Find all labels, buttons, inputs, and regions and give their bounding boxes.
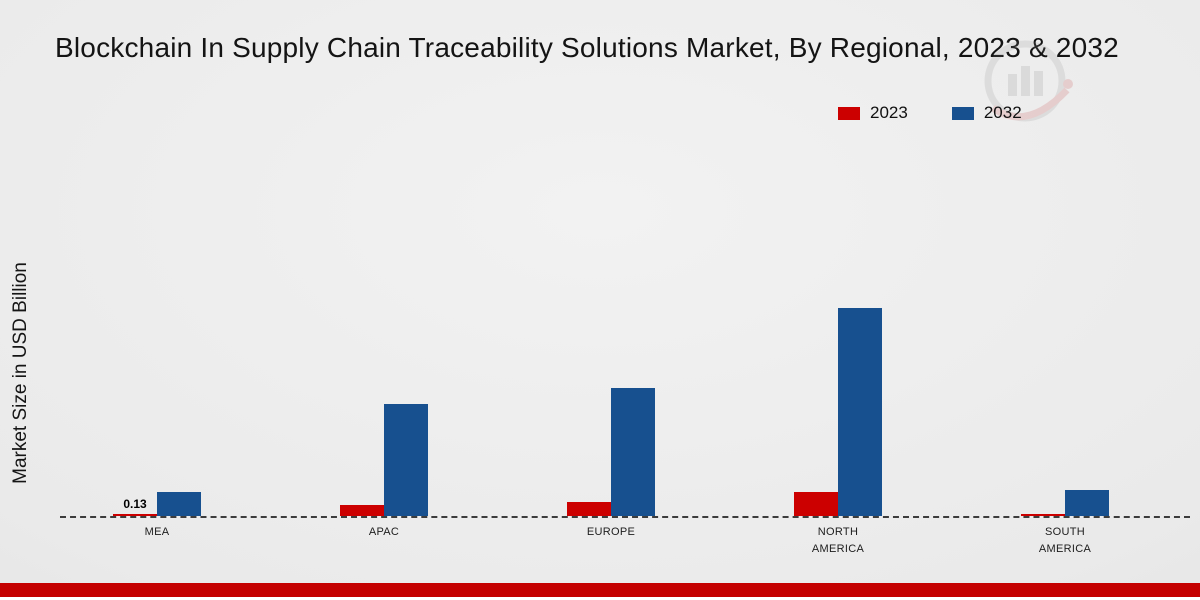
bar-value-label: 0.13 — [123, 497, 147, 511]
bar-2023-apac — [340, 505, 384, 516]
bottom-white-edge — [0, 597, 1200, 600]
x-axis-baseline — [60, 516, 1190, 518]
bar-2032-north-america — [838, 308, 882, 516]
bar-2023-south-america — [1021, 514, 1065, 516]
x-tick-label-mea: MEA — [144, 526, 170, 538]
bar-2032-south-america — [1065, 490, 1109, 516]
bar-2032-apac — [384, 404, 428, 516]
legend-item-2023: 2023 — [838, 103, 908, 123]
bar-2032-europe — [611, 388, 655, 516]
bar-2023-europe — [567, 502, 611, 516]
x-tick-label-south-america: SOUTH AMERICA — [1038, 526, 1092, 555]
chart-title: Blockchain In Supply Chain Traceability … — [55, 32, 1119, 63]
legend-label-2023: 2023 — [870, 103, 908, 122]
legend-swatch-2032 — [951, 106, 974, 120]
x-tick-label-europe: EUROPE — [586, 526, 636, 538]
bar-2032-mea — [157, 492, 201, 516]
x-tick-label-apac: APAC — [368, 526, 400, 538]
legend-label-2032: 2032 — [983, 103, 1022, 122]
bar-2023-north-america — [794, 492, 838, 516]
bar-2023-mea — [113, 514, 157, 516]
x-tick-label-north-america: NORTH AMERICA — [811, 526, 865, 555]
legend-item-2032: 2032 — [951, 103, 1022, 123]
legend-swatch-2023 — [838, 106, 860, 120]
bottom-accent-strip — [0, 583, 1200, 597]
chart-legend: 2023 2032 — [838, 103, 1022, 123]
